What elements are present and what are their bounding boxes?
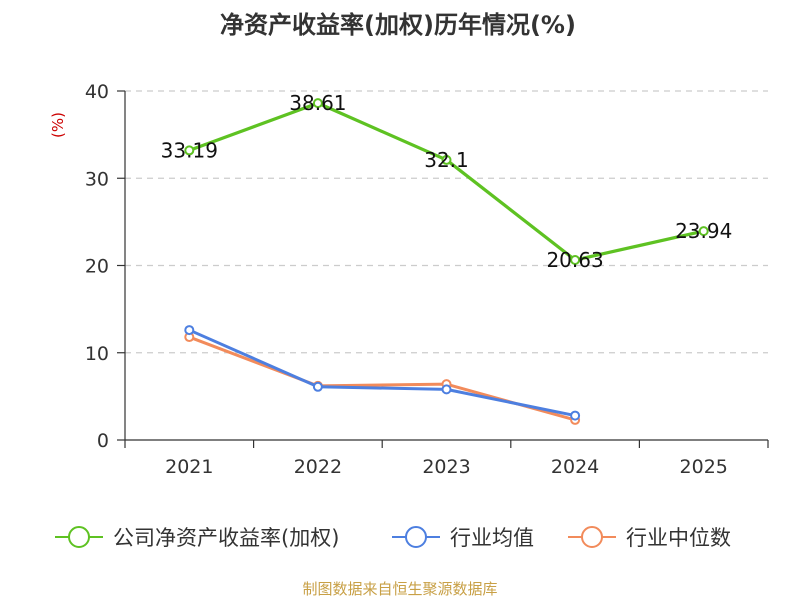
data-point[interactable] (570, 255, 581, 266)
data-point[interactable] (312, 381, 323, 392)
x-tick-label: 2023 (422, 456, 470, 478)
series-line (188, 101, 705, 262)
legend-label: 行业均值 (450, 526, 534, 550)
legend-item[interactable]: 公司净资产收益率(加权) (55, 526, 339, 550)
data-point[interactable] (184, 145, 195, 156)
legend-item[interactable]: 行业均值 (392, 526, 534, 550)
data-point[interactable] (698, 226, 709, 237)
x-tick-label: 2022 (294, 456, 342, 478)
legend-marker (405, 526, 427, 548)
x-tick-label: 2024 (551, 456, 599, 478)
legend-marker (68, 526, 90, 548)
y-tick-label: 30 (85, 168, 109, 190)
y-axis-unit: (%) (49, 112, 67, 138)
legend-item[interactable]: 行业中位数 (568, 526, 731, 550)
y-tick-label: 40 (85, 81, 109, 103)
series (184, 98, 709, 425)
chart-title: 净资产收益率(加权)历年情况(%) (220, 11, 576, 39)
data-point[interactable] (312, 98, 323, 109)
legend[interactable]: 公司净资产收益率(加权) 行业均值 行业中位数 (55, 526, 731, 550)
data-label: 32.1 (424, 148, 469, 172)
legend-label: 公司净资产收益率(加权) (113, 526, 339, 550)
data-label: 23.94 (675, 219, 732, 243)
y-tick-label: 0 (97, 430, 109, 452)
x-tick-label: 2021 (165, 456, 213, 478)
y-tick-label: 10 (85, 343, 109, 365)
series-line (188, 328, 576, 418)
grid (125, 90, 768, 354)
series-line (188, 335, 576, 422)
source-note: 制图数据来自恒生聚源数据库 (302, 580, 497, 598)
y-tick-label: 20 (85, 256, 109, 278)
data-point[interactable] (441, 154, 452, 165)
data-label: 20.63 (546, 248, 603, 272)
data-labels: 33.19 38.61 32.1 20.63 23.94 (161, 91, 733, 272)
data-point[interactable] (441, 384, 452, 395)
legend-marker (581, 526, 603, 548)
x-tick-label: 2025 (680, 456, 728, 478)
legend-label: 行业中位数 (626, 526, 731, 550)
data-point[interactable] (570, 410, 581, 421)
data-label: 33.19 (161, 138, 218, 162)
axes: 0 10 20 30 40 2021 2022 2023 2024 2025 (85, 81, 769, 478)
data-label: 38.61 (289, 91, 346, 115)
data-point[interactable] (184, 325, 195, 336)
